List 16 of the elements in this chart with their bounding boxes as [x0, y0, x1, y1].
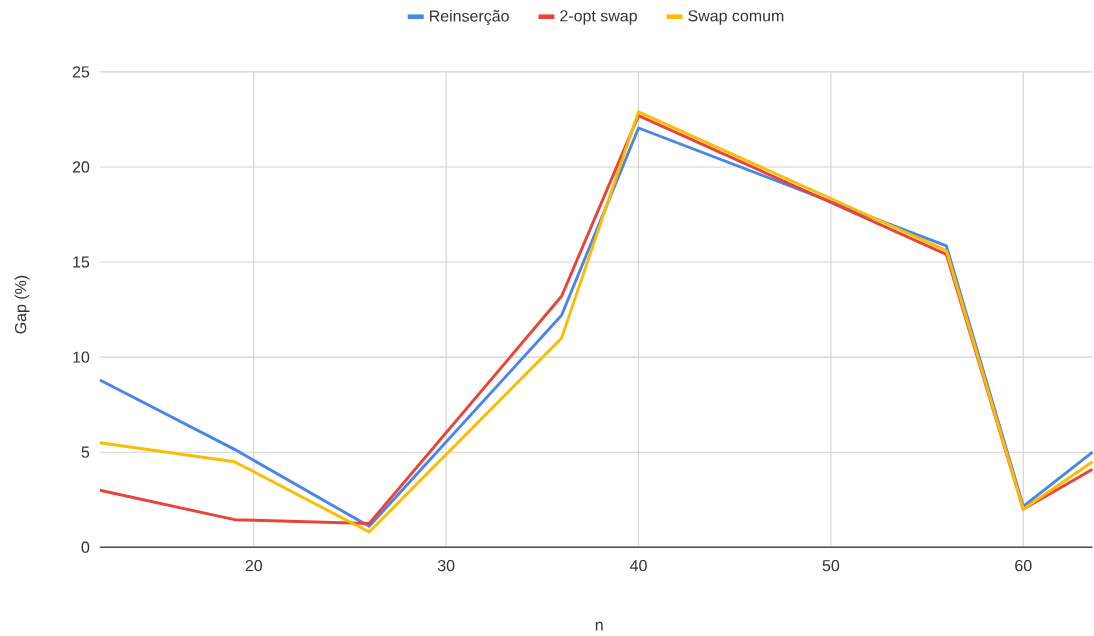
y-tick-label: 0 [81, 541, 90, 553]
y-tick-label: 10 [73, 351, 90, 363]
x-tick-label: 50 [822, 559, 840, 572]
y-tick-label: 25 [72, 66, 90, 78]
x-tick-label: 20 [245, 559, 263, 572]
y-tick-label: 15 [73, 256, 90, 268]
x-tick-label: 40 [630, 559, 647, 572]
x-tick-label: 30 [437, 559, 455, 572]
y-tick-label: 20 [72, 161, 90, 173]
y-axis-title: Gap (%) [14, 275, 30, 334]
legend-label: Swap comum [688, 10, 784, 25]
legend-label: Reinserção [430, 9, 509, 25]
y-tick-label: 5 [81, 446, 90, 458]
x-axis-title: n [595, 621, 603, 631]
legend-label: 2-opt swap [560, 10, 637, 25]
x-tick-label: 60 [1015, 559, 1032, 572]
